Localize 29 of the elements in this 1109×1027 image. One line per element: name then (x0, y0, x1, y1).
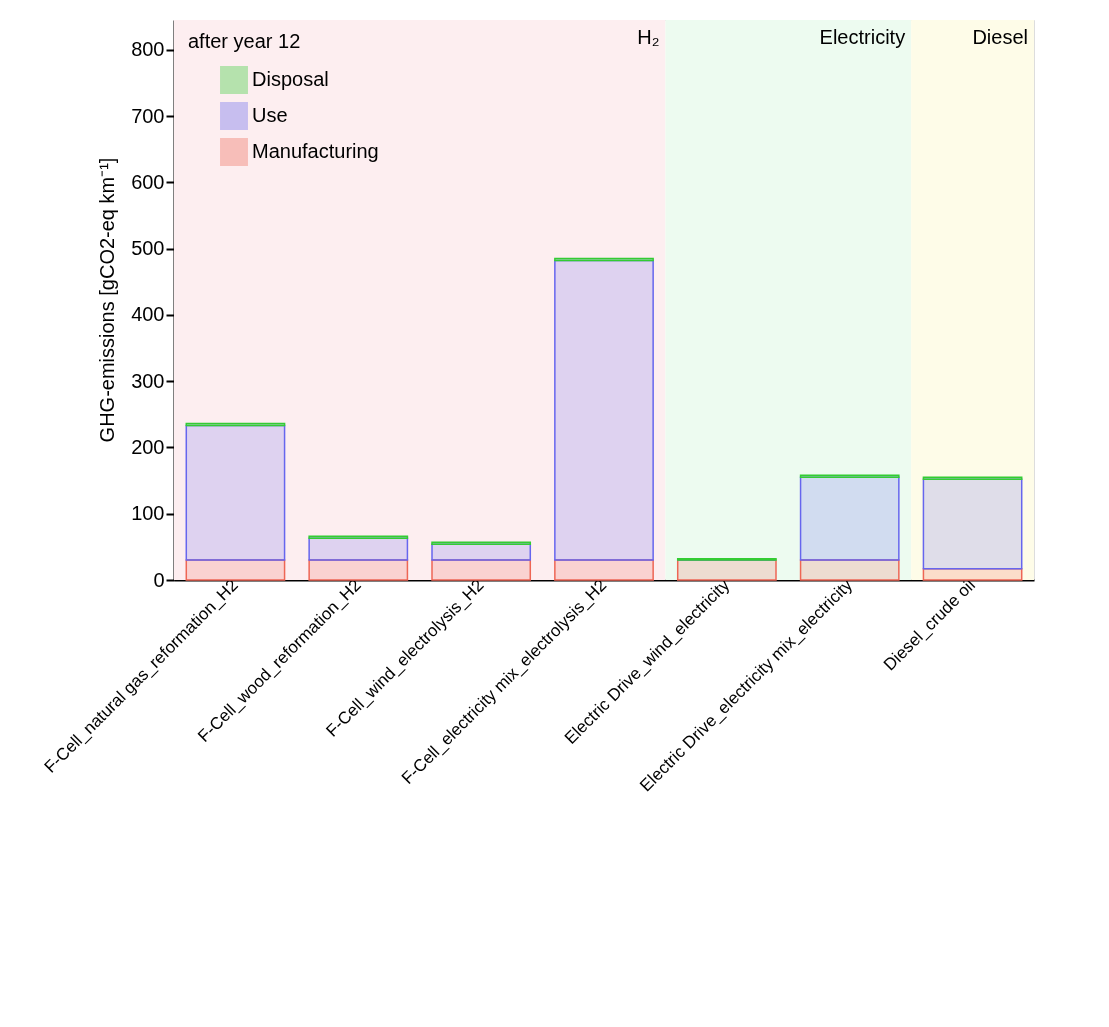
legend-label: Manufacturing (252, 140, 379, 162)
y-tick-label: 100 (131, 502, 165, 525)
bar (554, 259, 654, 561)
y-tick-label: 700 (131, 104, 165, 127)
band-label: Electricity (819, 26, 906, 48)
y-tick-label: 400 (131, 303, 165, 326)
y-tick-label: 200 (131, 435, 165, 458)
bar (185, 559, 286, 581)
y-tick-label: 600 (131, 170, 165, 193)
bar (799, 559, 900, 581)
bar (554, 559, 654, 581)
y-tick-label: 300 (131, 369, 165, 392)
bar (308, 559, 409, 581)
band-label: Diesel (972, 26, 1028, 48)
bar (922, 567, 1023, 581)
annotation: after year 12 (188, 30, 301, 52)
legend-label: Disposal (252, 68, 329, 90)
bar (308, 537, 409, 561)
bar (676, 559, 777, 581)
legend-label: Use (252, 104, 288, 126)
bar (922, 478, 1023, 570)
bar (185, 424, 286, 561)
y-tick-label: 500 (131, 237, 165, 260)
bar (431, 543, 532, 561)
y-tick-label: 800 (131, 38, 165, 61)
bar (431, 559, 532, 581)
band-label: H₂ (637, 26, 660, 48)
bar (799, 476, 900, 561)
y-axis-title: GHG-emissions [gCO2-eq km⁻¹] (96, 157, 118, 443)
